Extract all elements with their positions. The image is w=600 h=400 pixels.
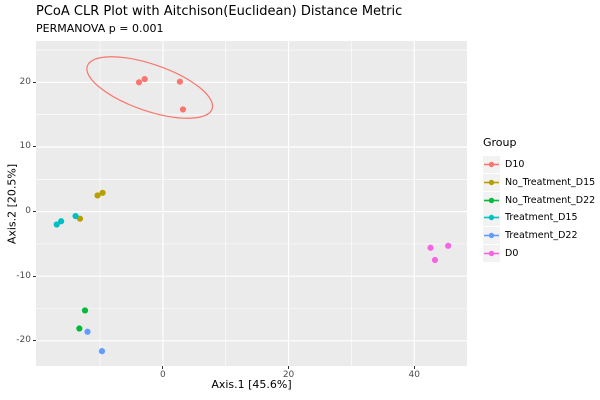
legend-label: No_Treatment_D15 xyxy=(505,177,596,189)
legend-key-glyph xyxy=(483,174,500,192)
legend-label: No_Treatment_D22 xyxy=(505,194,596,206)
y-tick-label: 10 xyxy=(19,141,31,152)
data-point-D10 xyxy=(135,79,143,86)
legend-item-Treatment_D15: Treatment_D15 xyxy=(483,209,598,227)
y-tick-label: -10 xyxy=(16,270,31,281)
data-point-Treatment_D22 xyxy=(98,348,106,355)
legend-key-glyph xyxy=(483,209,500,227)
legend-item-D0: D0 xyxy=(483,244,598,262)
data-point-D0 xyxy=(445,242,452,249)
data-point-D10 xyxy=(176,78,183,85)
x-tick-mark xyxy=(162,366,164,369)
legend-key-glyph xyxy=(483,244,500,262)
y-axis-title: Axis.2 [20.5%] xyxy=(5,163,19,245)
data-point-No_Treatment_D22 xyxy=(81,307,89,314)
x-axis-title: Axis.1 [45.6%] xyxy=(211,378,292,391)
data-point-D10 xyxy=(179,106,187,113)
plot-title: PCoA CLR Plot with Aitchison(Euclidean) … xyxy=(36,4,403,19)
legend-label: Treatment_D22 xyxy=(505,230,578,242)
y-tick-mark xyxy=(33,146,36,148)
legend: Group D10 No_Treatment_D15 No_Treatment_D2… xyxy=(483,136,598,262)
scatter-chart xyxy=(36,41,467,366)
legend-key-glyph xyxy=(483,156,500,174)
legend-item-No_Treatment_D22: No_Treatment_D22 xyxy=(483,191,598,209)
y-tick-mark xyxy=(33,211,36,213)
x-tick-label: 20 xyxy=(282,370,295,380)
x-tick-mark xyxy=(288,366,290,369)
x-tick-label: 0 xyxy=(160,370,166,380)
legend-item-No_Treatment_D15: No_Treatment_D15 xyxy=(483,174,598,192)
x-tick-label: 40 xyxy=(408,370,420,380)
data-point-D10 xyxy=(141,76,148,83)
y-tick-mark xyxy=(33,340,36,342)
legend-key-glyph xyxy=(483,191,500,209)
legend-title: Group xyxy=(483,136,517,149)
data-point-D0 xyxy=(427,244,434,251)
y-tick-label: 0 xyxy=(25,206,31,217)
chart-panel xyxy=(36,41,467,366)
y-tick-label: -20 xyxy=(16,335,31,346)
x-tick-mark xyxy=(413,366,415,369)
y-tick-mark xyxy=(33,275,36,277)
y-tick-mark xyxy=(33,81,36,83)
legend-label: D0 xyxy=(505,247,519,259)
data-point-Treatment_D15 xyxy=(53,221,60,228)
data-point-Treatment_D15 xyxy=(72,212,79,220)
data-point-No_Treatment_D15 xyxy=(94,192,101,199)
y-tick-label: 20 xyxy=(19,76,31,87)
legend-item-D10: D10 xyxy=(483,156,598,174)
data-point-No_Treatment_D15 xyxy=(99,189,106,196)
plot-subtitle: PERMANOVA p = 0.001 xyxy=(36,22,164,35)
confidence-ellipse xyxy=(86,56,214,119)
legend-label: Treatment_D15 xyxy=(505,212,578,224)
data-point-D0 xyxy=(431,256,439,264)
legend-item-Treatment_D22: Treatment_D22 xyxy=(483,227,598,245)
legend-items: D10 No_Treatment_D15 No_Treatment_D22 Treat… xyxy=(483,156,598,262)
data-point-No_Treatment_D22 xyxy=(76,325,83,332)
data-point-Treatment_D15 xyxy=(58,218,65,225)
legend-key-glyph xyxy=(483,227,500,245)
data-point-Treatment_D22 xyxy=(84,328,91,335)
legend-label: D10 xyxy=(505,159,525,171)
